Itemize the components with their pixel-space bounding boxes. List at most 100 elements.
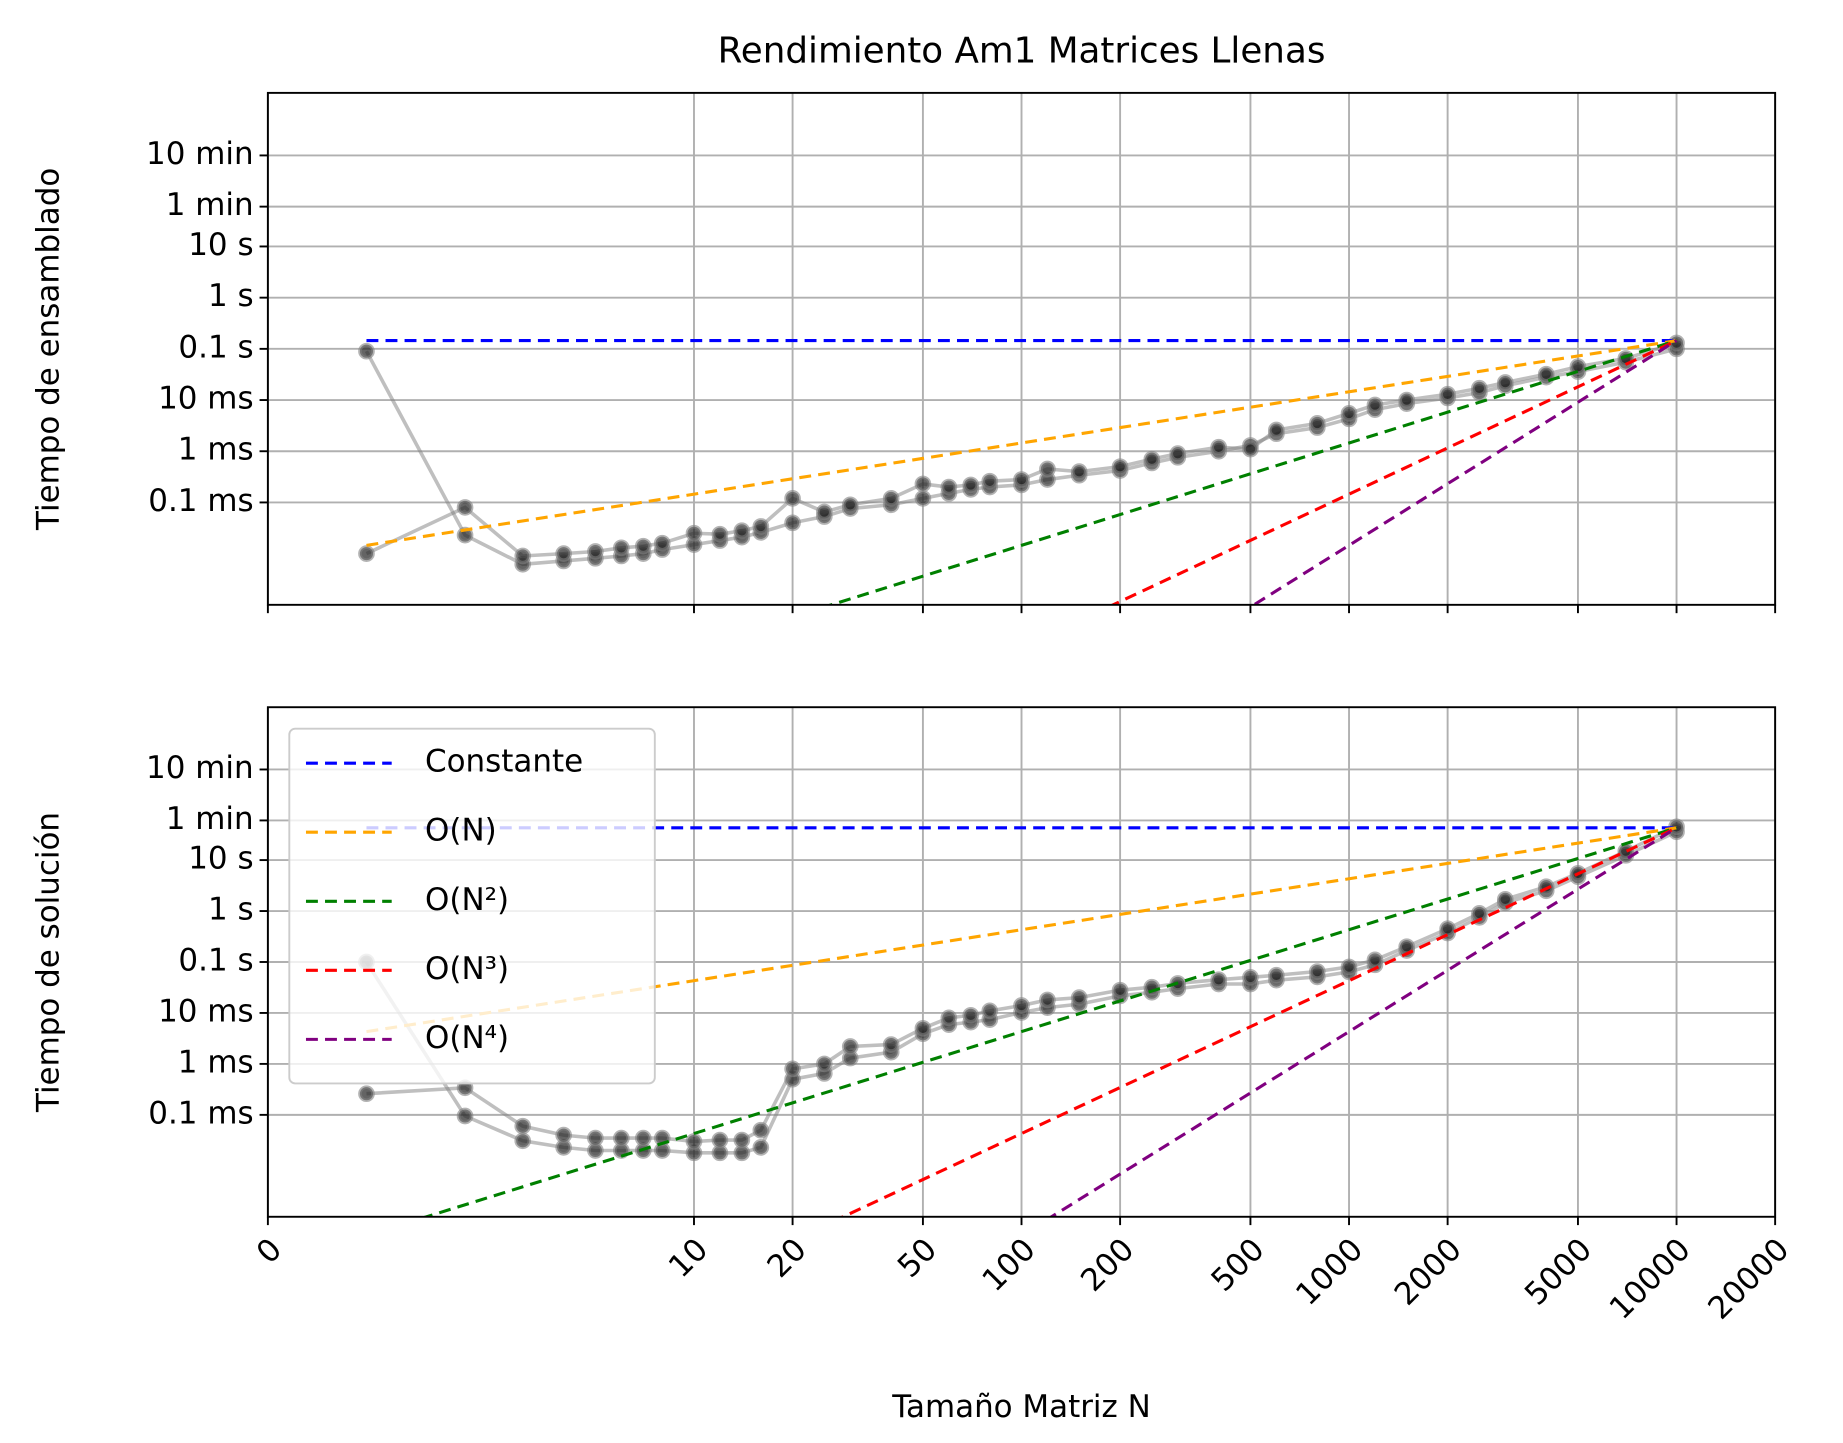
data-point [612, 539, 630, 557]
data-point [358, 545, 375, 562]
y-tick-label: 10 ms [158, 381, 253, 417]
chart-title: Rendimiento Am1 Matrices Llenas [718, 30, 1326, 71]
data-point [358, 342, 375, 360]
x-tick-label: 5000 [1518, 1232, 1599, 1313]
data-point [634, 1129, 652, 1147]
data-point [1268, 421, 1285, 439]
y-tick-label: 1 s [208, 892, 254, 928]
legend-box [288, 727, 656, 1085]
x-tick-label: 500 [1204, 1232, 1271, 1299]
data-point [784, 514, 801, 532]
data-point [815, 503, 833, 521]
data-point [1537, 365, 1555, 383]
y-tick-label: 0.1 ms [148, 1095, 253, 1131]
x-tick-label: 200 [1074, 1232, 1141, 1299]
data-point [1439, 385, 1456, 403]
data-point [841, 1038, 859, 1055]
data-point [1242, 969, 1259, 986]
x-tick-label: 10 [662, 1232, 715, 1285]
data-point [456, 499, 474, 516]
data-point [1143, 450, 1161, 468]
data-point [1569, 358, 1587, 375]
legend-label: O(N) [425, 813, 497, 849]
data-point [1340, 958, 1358, 976]
data-point [981, 1002, 999, 1020]
data-point [1013, 471, 1030, 488]
data-point [940, 1009, 958, 1027]
reference-line [1251, 339, 1678, 605]
data-point [1496, 890, 1514, 908]
data-point [612, 1129, 630, 1147]
y-axis-label: Tiempo de solución [31, 812, 67, 1113]
data-point [514, 1132, 532, 1150]
data-point [752, 518, 770, 535]
y-tick-label: 10 ms [158, 993, 253, 1029]
data-point [1039, 991, 1056, 1009]
legend-label: O(N⁴) [425, 1020, 509, 1056]
data-point [358, 1085, 375, 1103]
data-point [784, 490, 801, 507]
data-point [784, 1060, 801, 1078]
data-point [914, 475, 932, 493]
data-point [1439, 920, 1456, 938]
y-tick-label: 10 s [188, 841, 253, 877]
data-point [1210, 971, 1228, 988]
series-line [364, 347, 1677, 567]
data-point [1111, 981, 1129, 999]
data-point [733, 1131, 751, 1149]
y-tick-label: 10 min [146, 136, 254, 172]
data-point [815, 1055, 833, 1073]
y-tick-label: 0.1 s [178, 942, 253, 978]
data-point [514, 1117, 532, 1135]
data-point [940, 478, 958, 496]
reference-line [1048, 826, 1678, 1217]
data-point [1308, 415, 1326, 432]
plot-area [358, 818, 1685, 1217]
legend-label: Constante [425, 744, 583, 780]
data-point [685, 1133, 703, 1150]
data-point [841, 496, 859, 514]
series-line [365, 341, 1678, 558]
x-tick-label: 20000 [1701, 1232, 1796, 1327]
data-point [1070, 463, 1088, 480]
data-point [1070, 989, 1088, 1006]
data-point [1398, 391, 1416, 409]
x-axis-label: Tamaño Matriz N [891, 1389, 1151, 1425]
legend-label: O(N²) [425, 882, 509, 918]
reference-line [839, 826, 1678, 1217]
data-point [1366, 951, 1384, 969]
y-tick-label: 0.1 ms [148, 483, 253, 519]
data-point [962, 476, 980, 494]
data-point [555, 1126, 572, 1144]
data-point [1668, 334, 1685, 352]
data-point [1366, 396, 1384, 414]
data-point [1013, 997, 1030, 1014]
data-point [962, 1006, 980, 1024]
data-point [882, 490, 900, 507]
data-point [752, 1121, 770, 1139]
reference-line [366, 339, 1677, 547]
x-tick-label: 1000 [1289, 1232, 1370, 1313]
data-point [1496, 374, 1514, 391]
data-point [555, 545, 572, 562]
x-tick-label: 0 [250, 1232, 289, 1271]
reference-line [421, 826, 1678, 1217]
data-point [752, 1139, 770, 1156]
data-point [587, 1129, 604, 1147]
y-tick-label: 1 ms [178, 1044, 254, 1080]
data-point [1268, 966, 1285, 984]
y-tick-label: 0.1 s [178, 329, 253, 365]
data-point [685, 524, 703, 542]
data-point [587, 543, 604, 560]
data-point [1039, 460, 1056, 478]
axes-frame [266, 706, 1777, 1218]
y-tick-label: 1 min [166, 187, 254, 223]
axes-frame [266, 91, 1777, 606]
data-point [634, 537, 652, 555]
data-point [1340, 405, 1358, 422]
x-tick-label: 50 [891, 1232, 944, 1285]
data-point [1111, 458, 1129, 475]
x-tick-label: 10000 [1603, 1232, 1698, 1327]
plot-area [358, 334, 1685, 605]
